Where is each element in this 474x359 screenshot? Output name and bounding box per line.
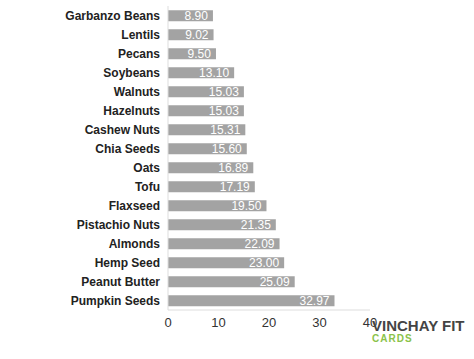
svg-text:20: 20 (262, 315, 276, 330)
svg-text:Oats: Oats (133, 161, 160, 175)
svg-text:10: 10 (211, 315, 225, 330)
svg-text:15.31: 15.31 (210, 123, 240, 137)
svg-text:Peanut Butter: Peanut Butter (81, 275, 160, 289)
svg-text:Cashew Nuts: Cashew Nuts (85, 123, 161, 137)
svg-text:Lentils: Lentils (121, 28, 160, 42)
svg-text:23.00: 23.00 (249, 256, 279, 270)
svg-text:16.89: 16.89 (218, 161, 248, 175)
svg-text:Hemp Seed: Hemp Seed (95, 256, 160, 270)
svg-text:Garbanzo Beans: Garbanzo Beans (65, 9, 160, 23)
svg-text:9.02: 9.02 (185, 28, 209, 42)
svg-text:30: 30 (312, 315, 326, 330)
svg-text:Pecans: Pecans (118, 47, 160, 61)
svg-text:Chia Seeds: Chia Seeds (95, 142, 160, 156)
svg-text:Tofu: Tofu (135, 180, 160, 194)
svg-text:25.09: 25.09 (260, 275, 290, 289)
svg-text:Pistachio Nuts: Pistachio Nuts (77, 218, 161, 232)
svg-text:Soybeans: Soybeans (103, 66, 160, 80)
svg-text:Flaxseed: Flaxseed (109, 199, 160, 213)
svg-text:15.60: 15.60 (212, 142, 242, 156)
svg-text:Walnuts: Walnuts (114, 85, 161, 99)
svg-text:21.35: 21.35 (241, 218, 271, 232)
svg-text:Almonds: Almonds (109, 237, 161, 251)
svg-text:Hazelnuts: Hazelnuts (103, 104, 160, 118)
svg-text:0: 0 (164, 315, 171, 330)
svg-text:8.90: 8.90 (185, 9, 209, 23)
svg-text:15.03: 15.03 (209, 85, 239, 99)
svg-text:9.50: 9.50 (188, 47, 212, 61)
svg-text:13.10: 13.10 (199, 66, 229, 80)
svg-text:15.03: 15.03 (209, 104, 239, 118)
svg-text:19.50: 19.50 (231, 199, 261, 213)
svg-text:17.19: 17.19 (220, 180, 250, 194)
svg-text:32.97: 32.97 (299, 294, 329, 308)
svg-text:22.09: 22.09 (245, 237, 275, 251)
svg-text:Pumpkin Seeds: Pumpkin Seeds (71, 294, 161, 308)
